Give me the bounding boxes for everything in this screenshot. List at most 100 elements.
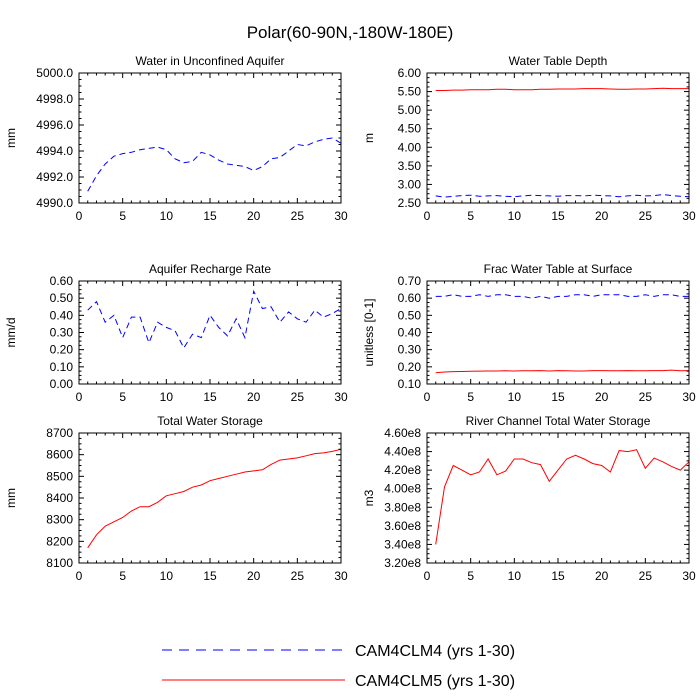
y-tick-label: 8700 <box>46 426 73 440</box>
panel-title: Frac Water Table at Surface <box>484 262 633 276</box>
series-line-clm4 <box>435 193 690 198</box>
y-axis-label: m3 <box>362 489 376 506</box>
y-tick-label: 4992.0 <box>36 170 73 184</box>
x-tick-label: 0 <box>76 390 83 404</box>
series-line-clm5 <box>435 449 690 545</box>
y-tick-label: 3.00 <box>398 177 422 191</box>
panel-title: Water Table Depth <box>509 54 608 68</box>
y-tick-label: 0.10 <box>398 377 422 391</box>
x-tick-label: 0 <box>424 209 431 223</box>
x-tick-label: 10 <box>160 209 174 223</box>
x-tick-label: 20 <box>595 390 609 404</box>
x-tick-label: 30 <box>682 390 696 404</box>
chart-panel-2: 0 5 10 15 20 25 30 2.50 3.00 3.50 4.00 4.50 5.00 5.50… <box>362 54 696 223</box>
x-tick-label: 10 <box>508 569 522 583</box>
x-tick-label: 10 <box>160 390 174 404</box>
y-tick-label: 0.20 <box>398 360 422 374</box>
y-tick-label: 0.60 <box>50 274 74 288</box>
plot-frame <box>78 432 342 564</box>
series-line-clm4 <box>87 137 342 192</box>
x-tick-label: 20 <box>247 209 261 223</box>
x-tick-label: 20 <box>247 390 261 404</box>
x-tick-label: 5 <box>119 569 126 583</box>
y-axis-label: mm/d <box>4 318 18 348</box>
x-tick-label: 10 <box>160 569 174 583</box>
y-tick-label: 4990.0 <box>36 196 73 210</box>
y-tick-label: 3.40e8 <box>384 537 421 551</box>
y-axis-label: unitless [0-1] <box>362 298 376 366</box>
x-tick-label: 30 <box>682 209 696 223</box>
y-tick-label: 5.00 <box>398 103 422 117</box>
x-tick-label: 30 <box>334 209 348 223</box>
x-tick-label: 25 <box>291 390 305 404</box>
plot-frame <box>78 72 342 204</box>
x-tick-label: 0 <box>76 209 83 223</box>
series-line-clm5 <box>87 448 342 549</box>
series-line-clm5 <box>435 87 689 91</box>
legend-label-clm5: CAM4CLM5 (yrs 1-30) <box>355 673 515 690</box>
y-tick-label: 0.50 <box>398 308 422 322</box>
x-tick-label: 15 <box>551 569 565 583</box>
y-tick-label: 0.30 <box>50 326 74 340</box>
y-tick-label: 8500 <box>46 469 73 483</box>
x-tick-label: 5 <box>467 390 474 404</box>
y-tick-label: 5.50 <box>398 85 422 99</box>
y-tick-label: 2.50 <box>398 196 422 210</box>
x-tick-label: 0 <box>424 390 431 404</box>
x-tick-label: 0 <box>424 569 431 583</box>
y-tick-label: 4998.0 <box>36 92 73 106</box>
x-tick-label: 25 <box>639 390 653 404</box>
y-tick-label: 8100 <box>46 556 73 570</box>
y-tick-label: 4.50 <box>398 122 422 136</box>
x-tick-label: 30 <box>334 569 348 583</box>
y-tick-label: 4.40e8 <box>384 445 421 459</box>
y-axis-label: mm <box>4 488 18 508</box>
x-tick-label: 5 <box>119 209 126 223</box>
series-line-clm5 <box>435 369 690 374</box>
y-tick-label: 0.10 <box>50 360 74 374</box>
y-tick-label: 4.00e8 <box>384 482 421 496</box>
x-tick-label: 5 <box>119 390 126 404</box>
legend: CAM4CLM4 (yrs 1-30) CAM4CLM5 (yrs 1-30) <box>162 643 515 690</box>
y-tick-label: 0.30 <box>398 343 422 357</box>
y-tick-label: 0.40 <box>50 308 74 322</box>
x-tick-label: 15 <box>203 209 217 223</box>
y-tick-label: 8200 <box>46 534 73 548</box>
y-tick-label: 0.00 <box>50 377 74 391</box>
x-tick-label: 25 <box>639 209 653 223</box>
x-tick-label: 30 <box>682 569 696 583</box>
y-axis-label: mm <box>4 128 18 148</box>
panel-title: River Channel Total Water Storage <box>466 414 651 428</box>
x-tick-label: 10 <box>508 390 522 404</box>
y-tick-label: 4996.0 <box>36 118 73 132</box>
x-tick-label: 10 <box>508 209 522 223</box>
x-tick-label: 20 <box>247 569 261 583</box>
y-tick-label: 6.00 <box>398 66 422 80</box>
y-tick-label: 0.60 <box>398 291 422 305</box>
panel-title: Total Water Storage <box>157 414 263 428</box>
chart-panel-3: 0 5 10 15 20 25 30 0.00 0.10 0.20 0.30 0.40 0.50 0.60… <box>4 262 348 404</box>
figure-title: Polar(60-90N,-180W-180E) <box>247 23 454 42</box>
series-line-clm4 <box>87 289 342 349</box>
x-tick-label: 0 <box>76 569 83 583</box>
x-tick-label: 30 <box>334 390 348 404</box>
x-tick-label: 15 <box>203 569 217 583</box>
y-tick-label: 4.60e8 <box>384 426 421 440</box>
x-tick-label: 25 <box>291 209 305 223</box>
y-tick-label: 8300 <box>46 513 73 527</box>
panels: 0 5 10 15 20 25 30 4990.0 4992.0 4994.0 4996.0 4998… <box>4 54 696 583</box>
y-tick-label: 3.20e8 <box>384 556 421 570</box>
x-tick-label: 20 <box>595 569 609 583</box>
chart-panel-6: 0 5 10 15 20 25 30 3.20e8 3.40e8 3.60e8 3.80e8 4.00… <box>362 414 696 583</box>
y-tick-label: 0.50 <box>50 291 74 305</box>
y-tick-label: 8600 <box>46 448 73 462</box>
y-tick-label: 4.20e8 <box>384 463 421 477</box>
y-tick-label: 3.60e8 <box>384 519 421 533</box>
chart-panel-1: 0 5 10 15 20 25 30 4990.0 4992.0 4994.0 4996.0 4998… <box>4 54 348 223</box>
x-tick-label: 25 <box>291 569 305 583</box>
y-tick-label: 5000.0 <box>36 66 73 80</box>
legend-label-clm4: CAM4CLM4 (yrs 1-30) <box>355 643 515 660</box>
x-tick-label: 5 <box>467 209 474 223</box>
plot-frame <box>426 432 690 564</box>
